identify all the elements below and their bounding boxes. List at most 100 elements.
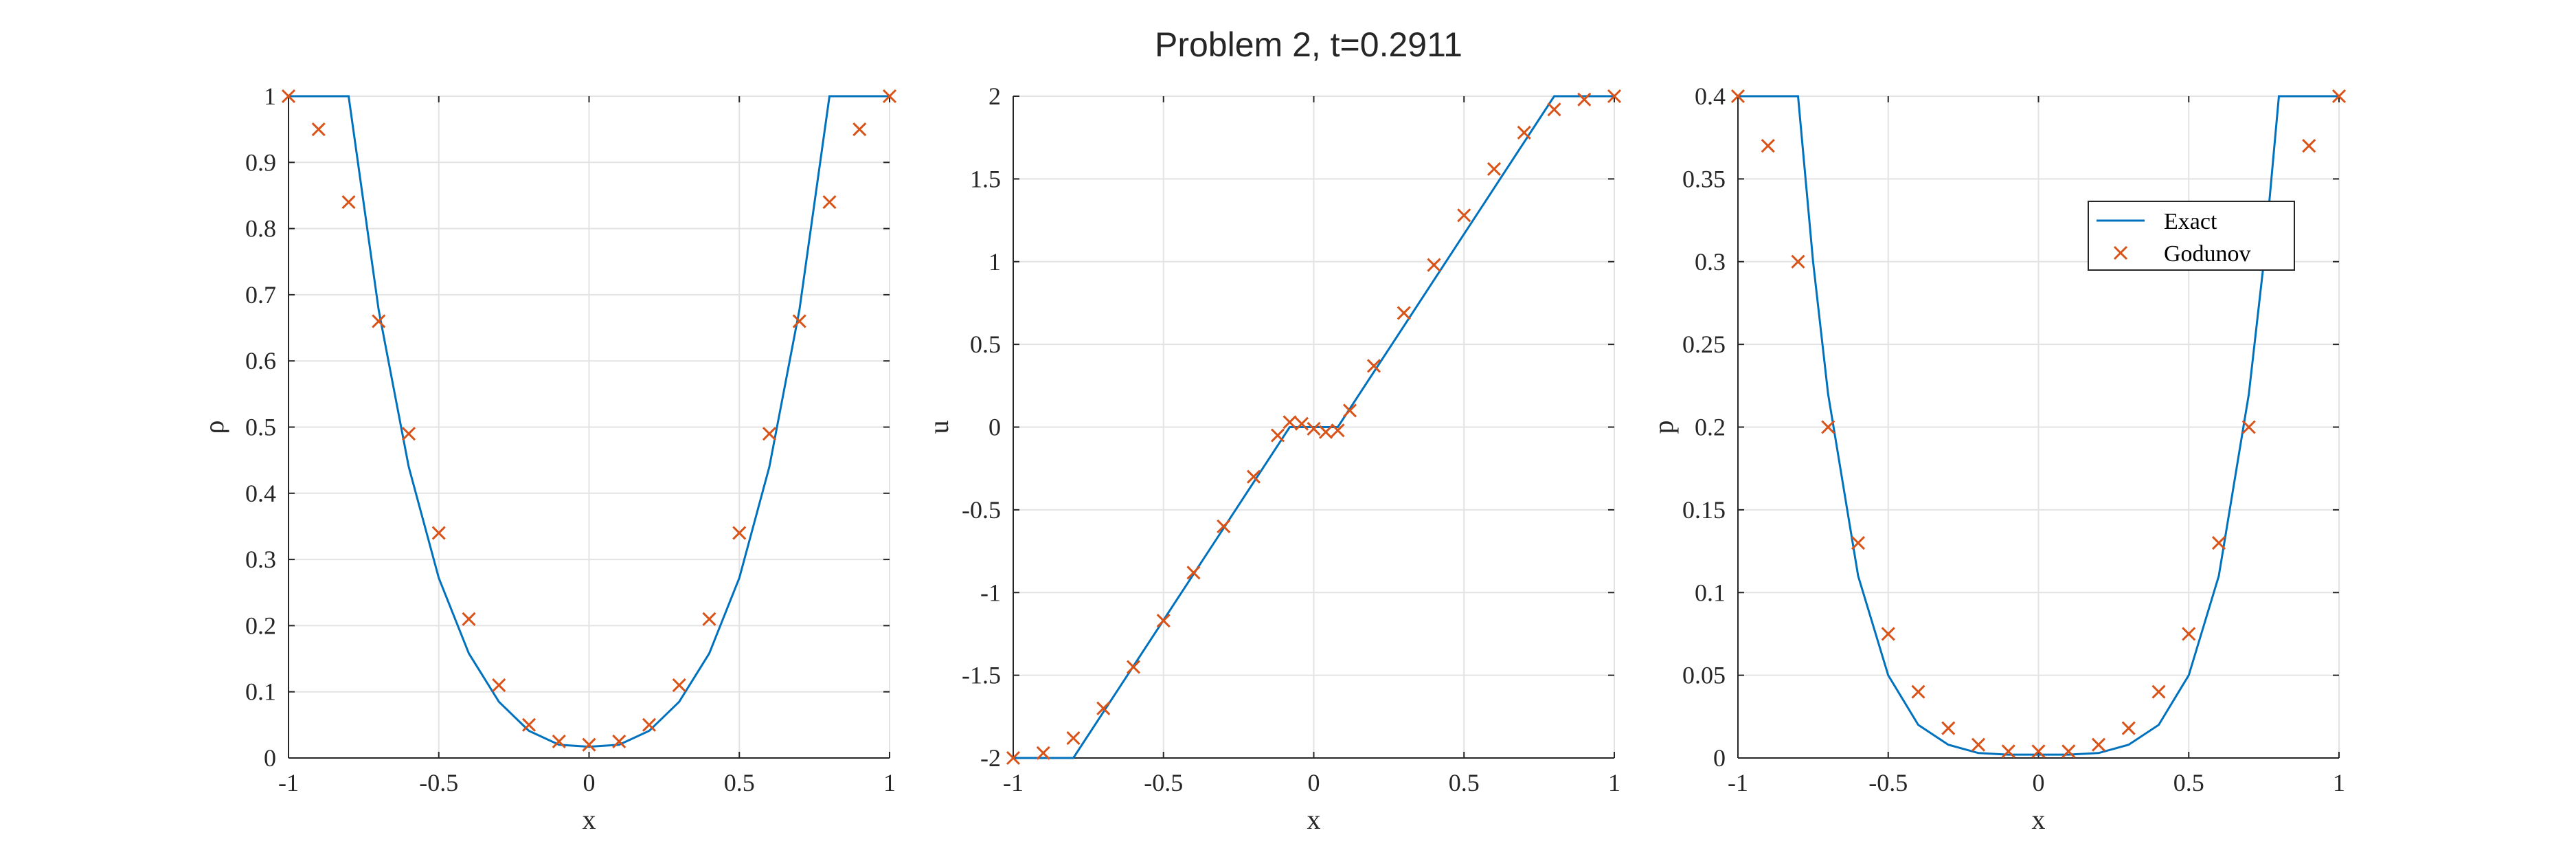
density-xtick-label-4: 1	[883, 769, 896, 796]
velocity-godunov-point-5	[1156, 614, 1171, 628]
pressure-godunov-point-11	[2061, 744, 2076, 759]
pressure-godunov-point-4	[1851, 535, 1866, 550]
velocity-godunov-point-7	[1217, 519, 1231, 534]
density-ytick-label-10: 1	[264, 82, 276, 110]
velocity-xtick-label-0: -1	[1003, 769, 1024, 796]
pressure-ylabel: p	[1648, 421, 1679, 434]
velocity-xlabel: x	[1307, 804, 1321, 835]
density-xtick-label-0: -1	[278, 769, 299, 796]
pressure-godunov-point-14	[2151, 684, 2166, 699]
velocity-godunov-point-1	[1036, 746, 1050, 760]
velocity-godunov-point-13	[1318, 425, 1333, 439]
density-ytick-label-0: 0	[264, 744, 276, 772]
velocity-xtick-label-3: 0.5	[1449, 769, 1480, 796]
pressure-godunov-point-5	[1881, 627, 1895, 641]
pressure-godunov-point-9	[2001, 744, 2015, 759]
pressure-xtick-label-4: 1	[2333, 769, 2345, 796]
pressure-godunov-point-0	[1730, 89, 1745, 104]
velocity-godunov-point-23	[1577, 92, 1592, 107]
density-godunov-point-4	[401, 427, 416, 441]
legend-exact-label: Exact	[2164, 209, 2217, 234]
pressure-godunov-point-7	[1941, 721, 1956, 735]
velocity-ytick-label-4: 0	[988, 414, 1001, 441]
velocity-ytick-label-3: -0.5	[962, 496, 1001, 524]
density-godunov-point-7	[492, 678, 506, 693]
density-godunov-point-18	[822, 195, 837, 210]
legend-box	[2088, 201, 2295, 271]
pressure-ytick-label-7: 0.35	[1682, 165, 1726, 192]
velocity-ytick-label-5: 0.5	[970, 331, 1001, 358]
pressure-ytick-label-1: 0.05	[1682, 662, 1726, 689]
pressure-ytick-label-0: 0	[1713, 744, 1726, 772]
legend-godunov-marker	[2113, 245, 2128, 260]
velocity-ytick-label-6: 1	[988, 248, 1001, 276]
pressure-godunov-point-2	[1791, 254, 1805, 269]
velocity-godunov-point-21	[1517, 125, 1531, 140]
pressure-godunov-point-20	[2331, 89, 2347, 104]
pressure-xtick-label-3: 0.5	[2173, 769, 2204, 796]
pressure-ytick-label-8: 0.4	[1695, 82, 1726, 110]
density-ylabel: ρ	[199, 421, 229, 434]
velocity-godunov-point-6	[1186, 566, 1201, 580]
velocity-godunov-point-4	[1126, 660, 1141, 674]
velocity-godunov-point-9	[1270, 428, 1285, 443]
pressure-ytick-label-2: 0.1	[1695, 579, 1726, 606]
velocity-godunov-point-3	[1096, 701, 1111, 715]
density-ytick-label-2: 0.2	[245, 612, 276, 639]
density-godunov-point-6	[462, 612, 476, 626]
velocity-godunov-point-12	[1307, 421, 1321, 436]
legend-godunov-x-marker	[2113, 245, 2128, 260]
velocity-ytick-label-2: -1	[980, 579, 1001, 606]
plot-velocity: -1 -0.5 0 0.5 1 -2 -1.5 -1 -0.5 0 0.5 1 1.5 2 x u	[923, 82, 1622, 835]
density-ytick-label-4: 0.4	[245, 480, 276, 507]
density-godunov-markers	[281, 89, 897, 752]
velocity-godunov-point-17	[1397, 306, 1411, 320]
velocity-godunov-point-20	[1487, 161, 1502, 176]
density-godunov-point-15	[732, 526, 747, 540]
velocity-xtick-label-4: 1	[1608, 769, 1620, 796]
pressure-godunov-point-1	[1761, 139, 1775, 153]
velocity-godunov-markers	[1006, 89, 1622, 766]
density-ytick-label-3: 0.3	[245, 546, 276, 573]
velocity-godunov-point-15	[1342, 403, 1357, 418]
density-xlabel: x	[583, 804, 596, 835]
pressure-godunov-point-17	[2241, 420, 2256, 434]
pressure-godunov-point-10	[2031, 744, 2046, 759]
pressure-godunov-point-3	[1821, 420, 1835, 434]
density-godunov-point-10	[582, 737, 596, 752]
velocity-godunov-point-16	[1366, 359, 1381, 373]
pressure-godunov-point-12	[2091, 737, 2106, 752]
density-godunov-point-1	[311, 122, 326, 137]
velocity-godunov-point-10	[1283, 415, 1297, 430]
density-godunov-point-20	[882, 89, 897, 104]
pressure-xtick-label-2: 0	[2033, 769, 2045, 796]
density-xtick-label-1: -0.5	[419, 769, 458, 796]
pressure-exact-line	[1738, 95, 2339, 756]
pressure-xtick-label-1: -0.5	[1868, 769, 1908, 796]
velocity-godunov-point-0	[1006, 750, 1021, 766]
velocity-godunov-point-24	[1607, 89, 1622, 104]
density-godunov-point-2	[341, 195, 356, 210]
velocity-ytick-label-8: 2	[988, 82, 1001, 110]
velocity-exact-line	[1013, 95, 1614, 759]
pressure-godunov-point-13	[2121, 721, 2136, 735]
density-xtick-label-3: 0.5	[724, 769, 755, 796]
pressure-godunov-point-19	[2302, 139, 2316, 153]
pressure-ytick-label-5: 0.25	[1682, 331, 1726, 358]
pressure-godunov-point-15	[2182, 627, 2196, 641]
pressure-ytick-label-6: 0.3	[1695, 248, 1726, 276]
density-exact-line	[289, 95, 890, 748]
figure-title: Problem 2, t=0.2911	[1155, 25, 1462, 64]
density-godunov-point-16	[762, 427, 777, 441]
velocity-xtick-label-2: 0	[1308, 769, 1320, 796]
velocity-ytick-label-0: -2	[980, 744, 1001, 772]
density-ytick-label-5: 0.5	[245, 414, 276, 441]
density-godunov-point-0	[281, 89, 296, 104]
velocity-godunov-point-18	[1427, 258, 1441, 272]
plot-density: -1 -0.5 0 0.5 1 0 0.1 0.2 0.3 0.4 0.5 0.6 0.7 0.8 0.9 1…	[199, 82, 897, 835]
density-godunov-point-13	[672, 678, 686, 693]
velocity-godunov-point-2	[1066, 731, 1081, 746]
pressure-xtick-label-0: -1	[1728, 769, 1748, 796]
density-ytick-label-1: 0.1	[245, 678, 276, 706]
